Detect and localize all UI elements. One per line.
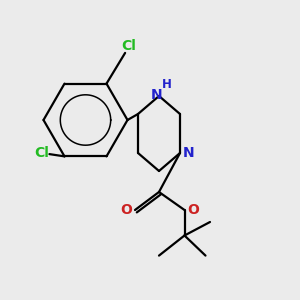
Text: N: N bbox=[151, 88, 162, 102]
Text: Cl: Cl bbox=[34, 146, 50, 160]
Text: O: O bbox=[121, 203, 133, 217]
Text: N: N bbox=[183, 146, 194, 160]
Text: Cl: Cl bbox=[122, 40, 136, 53]
Text: H: H bbox=[162, 79, 172, 92]
Text: O: O bbox=[187, 203, 199, 217]
